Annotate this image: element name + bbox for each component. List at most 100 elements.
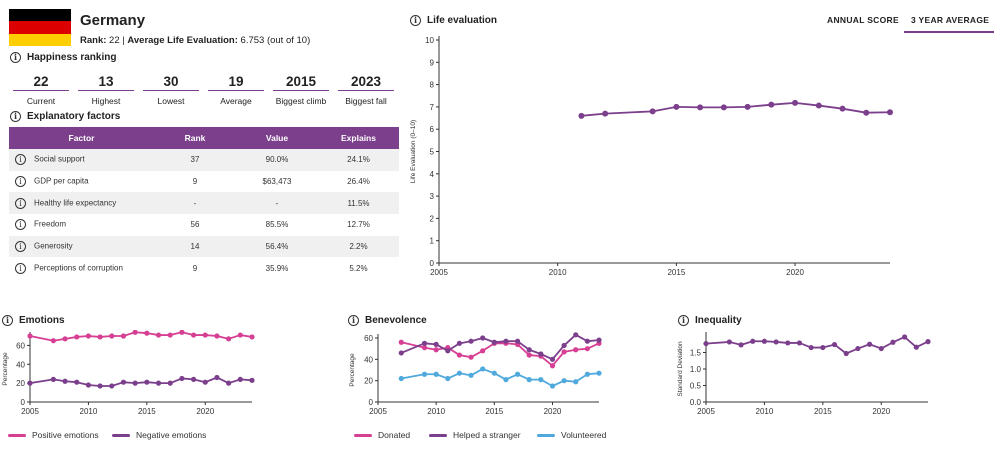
rank-cell: 56 (190, 220, 200, 230)
x-tick-label: 2015 (138, 407, 156, 416)
data-point (237, 332, 243, 338)
stat-highest: 13 Highest (78, 74, 134, 106)
data-point (720, 104, 727, 111)
data-point (584, 371, 590, 377)
data-point (398, 375, 404, 382)
data-point (491, 370, 497, 376)
factor-cell: i Perceptions of corruption (9, 257, 154, 279)
info-icon[interactable]: i (348, 315, 359, 326)
stat-current: 22 Current (13, 74, 69, 106)
info-icon[interactable]: i (15, 154, 26, 166)
data-point (796, 340, 803, 346)
info-icon[interactable]: i (410, 15, 421, 26)
data-point (808, 344, 814, 351)
data-point (596, 337, 602, 343)
y-tick-label: 10 (425, 36, 434, 45)
info-icon[interactable]: i (15, 241, 26, 253)
explains-cell: 11.5% (318, 192, 399, 215)
data-point (815, 102, 822, 109)
data-point (503, 338, 509, 344)
explains-cell: 24.1% (318, 149, 399, 171)
explains-cell: 5.2% (349, 263, 368, 273)
data-point (202, 379, 208, 385)
value-cell: 56.4% (236, 235, 318, 258)
x-tick-label: 2020 (196, 407, 214, 416)
info-icon[interactable]: i (2, 315, 13, 326)
data-point (514, 338, 521, 344)
explains-cell: 12.7% (347, 220, 370, 230)
x-tick-label: 2010 (549, 268, 567, 277)
data-point (27, 333, 33, 339)
avg-label: Average Life Evaluation: (127, 35, 238, 46)
x-tick-label: 2005 (697, 407, 715, 416)
data-point (768, 101, 775, 108)
data-point (480, 335, 486, 341)
info-icon[interactable]: i (10, 111, 21, 122)
data-point (866, 341, 873, 347)
avg-value: 6.753 (out of 10) (240, 35, 311, 46)
tab-annual-score[interactable]: ANNUAL SCORE (827, 15, 899, 25)
info-icon[interactable]: i (15, 176, 26, 188)
table-row: i Healthy life expectancy - - 11.5% (9, 192, 399, 215)
legend-donated: Donated (354, 430, 410, 440)
data-point (573, 379, 579, 385)
ranking-title: Happiness ranking (27, 52, 117, 63)
country-flag (9, 9, 71, 46)
stat-biggest-fall: 2023 Biggest fall (338, 74, 394, 106)
data-point (703, 340, 709, 347)
data-point (468, 338, 474, 344)
y-tick-label: 6 (430, 125, 435, 134)
info-icon[interactable]: i (15, 219, 26, 231)
info-icon[interactable]: i (15, 262, 26, 274)
emotions-chart-title: i Emotions (2, 315, 65, 326)
value-cell: $63,473 (262, 177, 292, 187)
y-tick-label: 40 (364, 355, 373, 364)
factor-name: Freedom (34, 220, 67, 230)
rank-label: Rank: (80, 35, 107, 46)
x-tick-label: 2010 (427, 407, 445, 416)
benevolence-chart-title: i Benevolence (348, 315, 427, 326)
y-tick-label: 60 (16, 341, 25, 350)
legend-swatch (112, 433, 130, 437)
data-point (750, 338, 756, 344)
data-point (697, 104, 704, 111)
flag-stripe-red (9, 21, 71, 34)
data-point (144, 330, 150, 336)
y-tick-label: 1 (430, 237, 435, 246)
data-point (456, 352, 463, 358)
x-tick-label: 2020 (544, 407, 562, 416)
info-icon[interactable]: i (15, 197, 26, 209)
x-tick-label: 2005 (430, 268, 448, 277)
ranking-section-title: i Happiness ranking (10, 52, 116, 63)
x-tick-label: 2010 (756, 407, 774, 416)
value-cell: 35.9% (265, 263, 289, 273)
data-point (761, 338, 768, 344)
x-tick-label: 2020 (872, 407, 890, 416)
data-point (773, 339, 779, 345)
x-tick-label: 2015 (485, 407, 503, 416)
data-point (50, 376, 56, 382)
data-point (433, 371, 439, 377)
flag-stripe-gold (9, 33, 71, 46)
tab-three-year-average[interactable]: 3 YEAR AVERAGE (911, 15, 990, 25)
legend-positive-emotions: Positive emotions (8, 430, 99, 440)
factor-cell: i Generosity (9, 235, 154, 258)
x-tick-label: 2005 (369, 407, 387, 416)
x-tick-label: 2005 (21, 407, 39, 416)
data-point (433, 347, 439, 353)
y-tick-label: 1.5 (690, 349, 702, 358)
data-point (214, 374, 220, 381)
chart-title: Inequality (695, 315, 742, 326)
data-point (226, 380, 232, 386)
info-icon[interactable]: i (10, 52, 21, 63)
data-point (514, 371, 521, 377)
data-point (190, 332, 197, 338)
explains-cell: 26.4% (347, 177, 370, 187)
rank-summary: Rank: 22 | Average Life Evaluation: 6.75… (80, 35, 310, 46)
stat-label: Current (26, 96, 56, 106)
data-point (561, 342, 567, 349)
info-icon[interactable]: i (678, 315, 689, 326)
data-point (50, 338, 56, 344)
factors-title: Explanatory factors (27, 111, 121, 122)
y-tick-label: 0 (369, 398, 374, 407)
